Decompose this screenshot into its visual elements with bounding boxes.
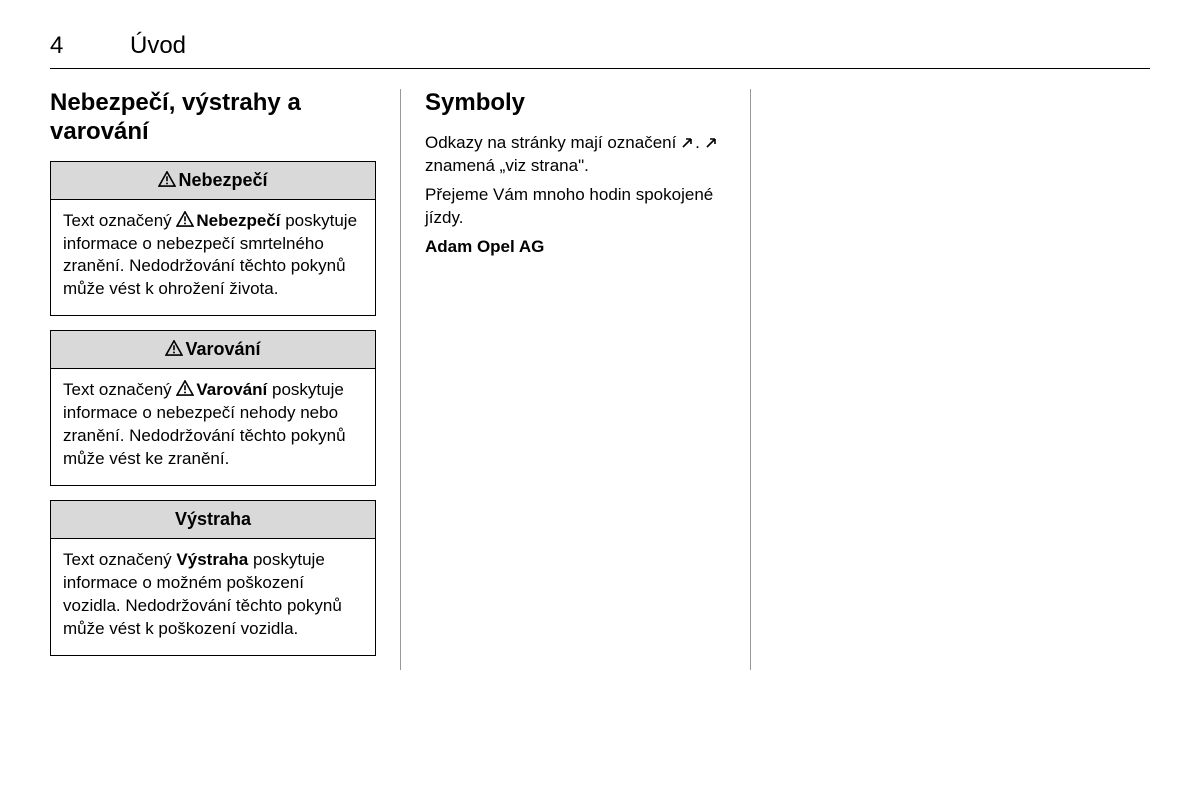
caution-box-header: Výstraha — [51, 501, 375, 539]
caution-text-pre: Text označený — [63, 550, 176, 569]
warning-box-title: Varování — [185, 339, 260, 359]
column-3 — [750, 89, 1100, 670]
symbols-p1-a: Odkazy na stránky mají označení — [425, 133, 681, 152]
manufacturer-signature: Adam Opel AG — [425, 236, 726, 259]
danger-box-header: Nebezpečí — [51, 162, 375, 200]
page-header: 4 Úvod — [50, 32, 1150, 69]
symbols-p1-b: . — [695, 133, 704, 152]
section-title-symbols: Symboly — [425, 89, 726, 118]
cross-reference-arrow-icon — [705, 135, 719, 149]
symbols-para-1: Odkazy na stránky mají označení . znamen… — [425, 132, 726, 178]
column-2: Symboly Odkazy na stránky mají označení … — [400, 89, 750, 670]
danger-box: Nebezpečí Text označený Nebezpečí poskyt… — [50, 161, 376, 317]
manual-page: 4 Úvod Nebezpečí, výstrahy a varování Ne… — [0, 0, 1200, 690]
section-title-dangers: Nebezpečí, výstrahy a varování — [50, 89, 376, 147]
warning-box-header: Varování — [51, 331, 375, 369]
caution-text-bold: Výstraha — [176, 550, 248, 569]
symbols-p1-c: znamená „viz strana". — [425, 156, 589, 175]
cross-reference-arrow-icon — [681, 135, 695, 149]
danger-text-bold: Nebezpečí — [196, 211, 280, 230]
content-columns: Nebezpečí, výstrahy a varování Nebezpečí… — [50, 89, 1150, 670]
warning-box: Varování Text označený Varování poskytuj… — [50, 330, 376, 486]
warning-text-pre: Text označený — [63, 380, 176, 399]
warning-triangle-icon — [176, 211, 194, 227]
page-title: Úvod — [130, 32, 186, 60]
caution-box-body: Text označený Výstraha poskytuje informa… — [51, 539, 375, 655]
symbols-para-2: Přejeme Vám mnoho hodin spokojené jízdy. — [425, 184, 726, 230]
page-number: 4 — [50, 32, 130, 60]
caution-box: Výstraha Text označený Výstraha poskytuj… — [50, 500, 376, 656]
caution-box-title: Výstraha — [175, 509, 251, 529]
warning-triangle-icon — [165, 340, 183, 356]
danger-box-body: Text označený Nebezpečí poskytuje inform… — [51, 200, 375, 316]
danger-text-pre: Text označený — [63, 211, 176, 230]
warning-triangle-icon — [176, 380, 194, 396]
warning-box-body: Text označený Varování poskytuje informa… — [51, 369, 375, 485]
warning-triangle-icon — [158, 171, 176, 187]
warning-text-bold: Varování — [196, 380, 267, 399]
danger-box-title: Nebezpečí — [178, 170, 267, 190]
column-1: Nebezpečí, výstrahy a varování Nebezpečí… — [50, 89, 400, 670]
